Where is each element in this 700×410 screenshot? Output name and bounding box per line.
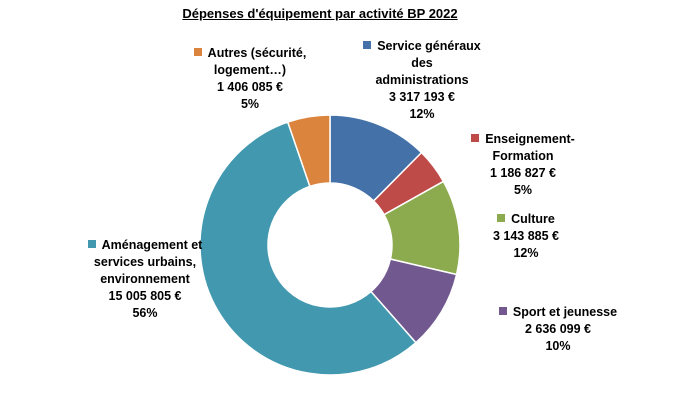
label-amenagement: Aménagement et services urbains, environ… bbox=[70, 237, 220, 322]
label-name-line: Sport et jeunesse bbox=[512, 305, 618, 319]
label-autres: Autres (sécurité, logement…) 1 406 085 €… bbox=[180, 45, 320, 113]
label-enseignement: Enseignement- Formation 1 186 827 € 5% bbox=[458, 131, 588, 199]
label-amount: 3 143 885 € bbox=[492, 229, 560, 243]
label-amount: 15 005 805 € bbox=[108, 289, 182, 303]
label-name-line: Service généraux bbox=[377, 39, 481, 53]
label-amount: 1 406 085 € bbox=[216, 80, 284, 94]
label-name-line: Autres (sécurité, bbox=[207, 46, 307, 60]
label-services-generaux: Service généraux des administrations 3 3… bbox=[357, 38, 487, 123]
label-name-line: environnement bbox=[100, 272, 190, 286]
label-amount: 1 186 827 € bbox=[489, 166, 557, 180]
legend-swatch bbox=[471, 134, 480, 142]
legend-swatch bbox=[87, 240, 96, 248]
label-name-line: Formation bbox=[492, 149, 554, 163]
label-name-line: administrations bbox=[375, 73, 469, 87]
label-name-line: services urbains, bbox=[93, 255, 197, 269]
label-culture: Culture 3 143 885 € 12% bbox=[471, 211, 581, 262]
legend-swatch bbox=[497, 214, 506, 222]
label-name-line: logement…) bbox=[213, 63, 287, 77]
label-percent: 56% bbox=[132, 306, 158, 320]
label-percent: 5% bbox=[240, 97, 260, 111]
legend-swatch bbox=[363, 41, 372, 49]
label-name-line: Enseignement- bbox=[485, 132, 575, 146]
legend-swatch bbox=[498, 307, 507, 315]
label-name-line: Aménagement et bbox=[101, 238, 203, 252]
label-amount: 3 317 193 € bbox=[388, 90, 456, 104]
label-percent: 12% bbox=[409, 107, 435, 121]
donut-slice bbox=[199, 121, 417, 376]
legend-swatch bbox=[193, 48, 202, 56]
label-name-line: des bbox=[411, 56, 433, 70]
chart-title: Dépenses d'équipement par activité BP 20… bbox=[182, 6, 458, 21]
label-name-line: Culture bbox=[511, 212, 555, 226]
label-percent: 12% bbox=[513, 246, 539, 260]
label-percent: 10% bbox=[545, 339, 571, 353]
label-percent: 5% bbox=[513, 183, 533, 197]
label-amount: 2 636 099 € bbox=[524, 322, 592, 336]
donut-slice bbox=[286, 114, 331, 188]
label-sport-jeunesse: Sport et jeunesse 2 636 099 € 10% bbox=[478, 304, 638, 355]
